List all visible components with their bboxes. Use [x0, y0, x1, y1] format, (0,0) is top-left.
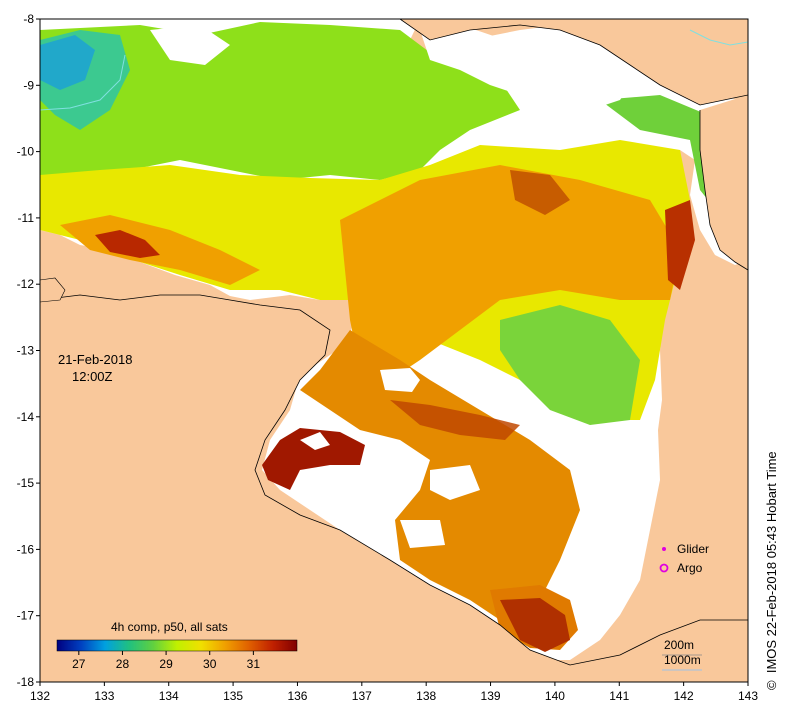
island-west: [40, 277, 66, 303]
time-label: 12:00Z: [72, 369, 113, 384]
argo-label: Argo: [677, 561, 703, 575]
x-axis: 132 133 134 135 136 137 138 139 140 141 142 143: [30, 682, 758, 703]
sst-green-north: [40, 22, 520, 180]
map-plot-area: [40, 19, 748, 682]
river-north: [40, 54, 126, 111]
land-east: [700, 95, 748, 270]
x-tick-label: 134: [159, 689, 179, 703]
depth-200m-label: 200m: [664, 638, 694, 652]
colorbar-tick-label: 31: [247, 657, 261, 671]
y-tick-label: -10: [17, 145, 35, 159]
x-tick-label: 138: [416, 689, 436, 703]
depth-legend: 200m 1000m: [662, 638, 702, 671]
sst-red-southeast: [500, 598, 570, 652]
y-tick-label: -14: [17, 410, 35, 424]
y-axis: -8 -9 -10 -11 -12 -13 -14 -15 -16 -17 -18: [17, 12, 40, 689]
colorbar-title: 4h comp, p50, all sats: [111, 620, 228, 634]
colorbar-gradient: [56, 639, 298, 652]
sst-red-west: [95, 230, 160, 258]
colorbar-tick-label: 29: [159, 657, 173, 671]
coastline-south: [40, 294, 748, 666]
y-tick-label: -8: [23, 12, 34, 26]
sst-red-northcentral: [510, 170, 570, 215]
x-tick-label: 135: [223, 689, 243, 703]
x-tick-label: 133: [94, 689, 114, 703]
depth-1000m-label: 1000m: [664, 653, 701, 667]
nodata-hole-5: [150, 25, 230, 65]
land-north: [400, 19, 748, 105]
x-tick-label: 139: [481, 689, 501, 703]
copyright-icon: ©: [764, 680, 779, 690]
sst-green-patch-east: [500, 305, 640, 425]
colorbar-tick-label: 27: [72, 657, 86, 671]
colorbar-tick-label: 28: [116, 657, 130, 671]
x-tick-label: 142: [674, 689, 694, 703]
colorbar-tick-label: 30: [203, 657, 217, 671]
y-tick-label: -15: [17, 476, 35, 490]
y-tick-label: -18: [17, 675, 35, 689]
x-tick-label: 143: [738, 689, 758, 703]
sst-blue-north: [40, 35, 95, 90]
x-tick-label: 141: [609, 689, 629, 703]
y-tick-label: -13: [17, 344, 35, 358]
sst-red-south: [262, 428, 365, 490]
date-label: 21-Feb-2018: [58, 352, 132, 367]
coastline-east: [699, 110, 748, 271]
colorbar-labels: 27 28 29 30 31: [72, 651, 260, 671]
y-tick-label: -17: [17, 609, 35, 623]
river-northeast: [689, 29, 748, 46]
nodata-hole-3: [420, 28, 540, 95]
x-tick-label: 137: [352, 689, 372, 703]
y-tick-label: -11: [18, 211, 35, 225]
land-south: [40, 295, 748, 682]
glider-label: Glider: [677, 542, 709, 556]
platform-legend: Glider Argo: [659, 542, 709, 575]
x-tick-label: 132: [30, 689, 50, 703]
nodata-hole-6: [430, 465, 480, 500]
y-tick-label: -12: [17, 277, 35, 291]
sst-red-east: [665, 200, 695, 290]
nodata-hole-1: [380, 368, 420, 392]
coastline-north: [399, 19, 748, 106]
y-tick-label: -16: [17, 542, 35, 556]
argo-marker-icon: [659, 563, 669, 573]
x-tick-label: 140: [545, 689, 565, 703]
colorbar: 4h comp, p50, all sats 27 28 29 30 31: [56, 620, 298, 671]
credit-text: IMOS 22-Feb-2018 05:43 Hobart Time: [764, 451, 779, 674]
x-tick-label: 136: [287, 689, 307, 703]
nodata-hole-2: [300, 432, 330, 450]
nodata-hole-7: [400, 520, 445, 548]
sst-red-central: [390, 400, 520, 440]
imos-credit: © IMOS 22-Feb-2018 05:43 Hobart Time: [764, 451, 779, 690]
glider-marker-icon: [662, 547, 666, 551]
y-tick-label: -9: [23, 78, 34, 92]
sst-orange-central: [340, 165, 680, 380]
